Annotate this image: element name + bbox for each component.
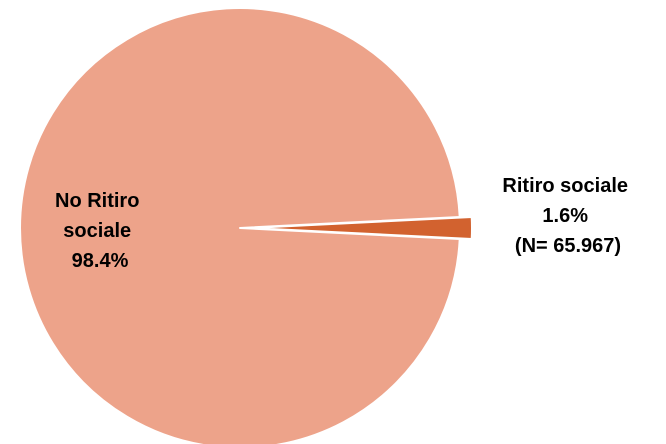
pie-slices xyxy=(19,7,473,444)
slice-label-no-ritiro-line-2: sociale xyxy=(63,220,131,242)
pie-slice-ritiro-sociale xyxy=(251,215,473,241)
slice-label-ritiro-sociale-line-3: (N= 65.967) xyxy=(515,235,621,257)
pie-slice-no-ritiro-sociale xyxy=(19,7,461,444)
slice-label-no-ritiro-line-3: 98.4% xyxy=(72,250,129,272)
slice-label-no-ritiro: No Ritiro sociale 98.4% xyxy=(55,190,145,272)
slice-label-ritiro-sociale: Ritiro sociale 1.6% (N= 65.967) xyxy=(502,175,633,257)
slice-label-ritiro-sociale-line-2: 1.6% xyxy=(542,205,588,227)
slice-label-ritiro-sociale-line-1: Ritiro sociale xyxy=(502,175,628,197)
slice-label-no-ritiro-line-1: No Ritiro xyxy=(55,190,139,212)
